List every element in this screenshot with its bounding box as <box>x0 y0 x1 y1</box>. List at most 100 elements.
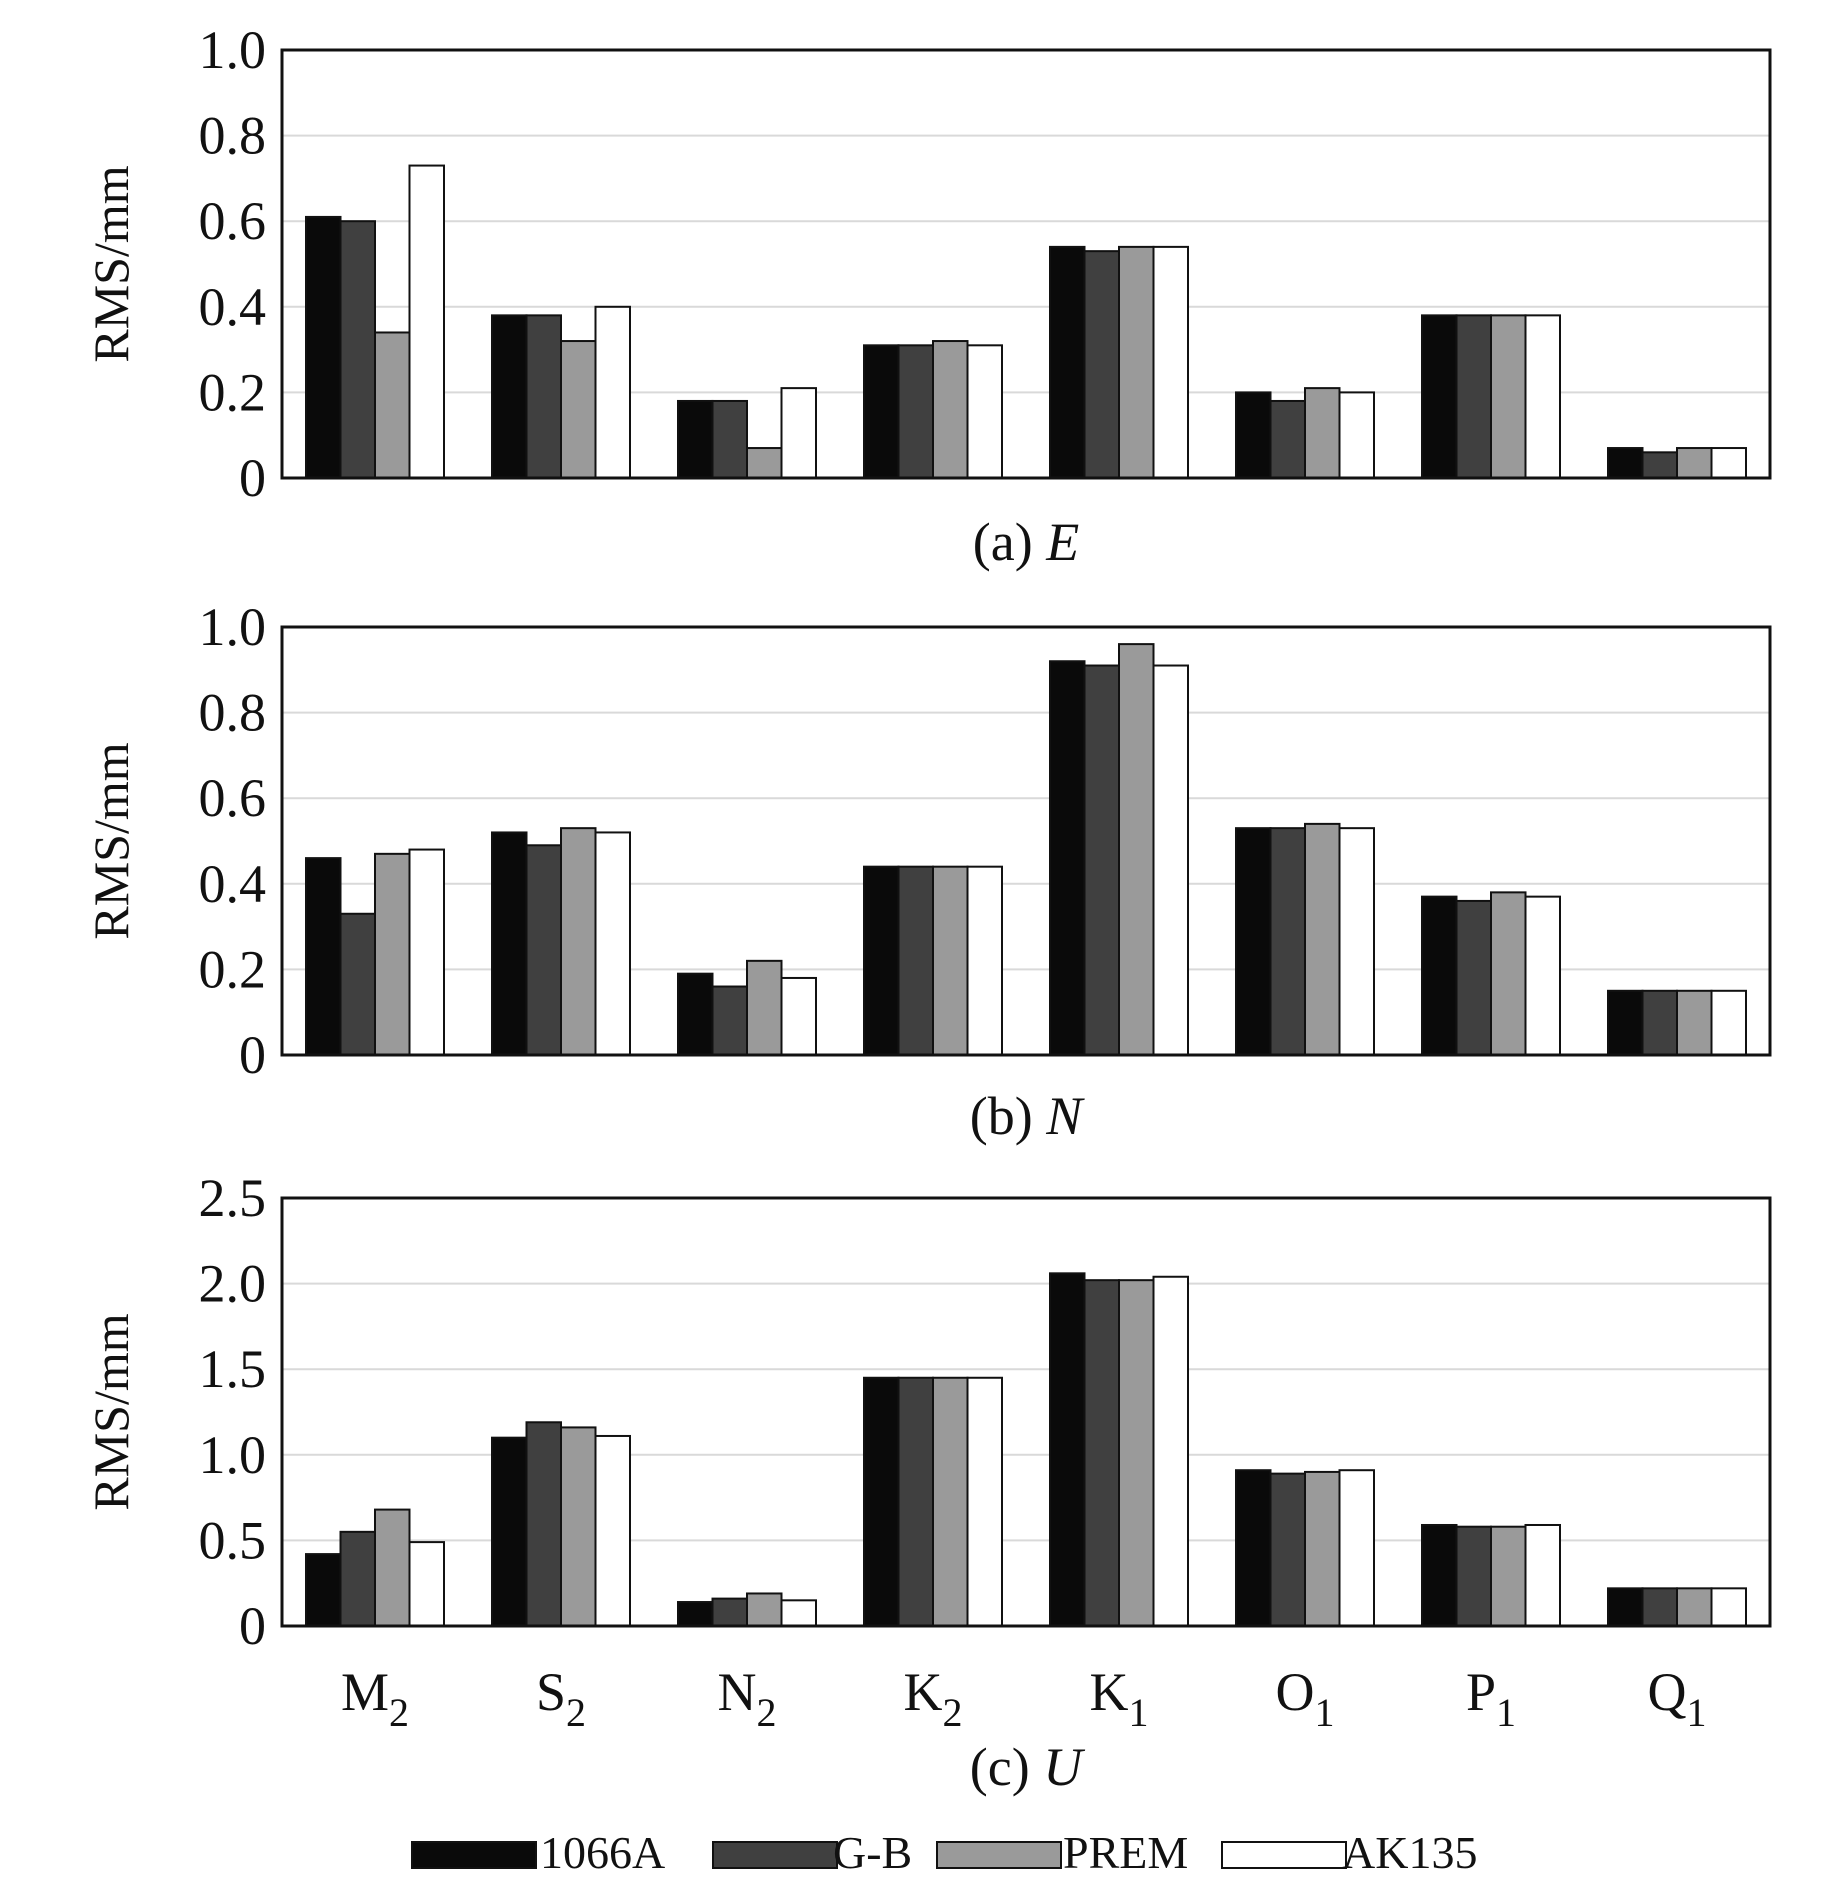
bar <box>677 1601 714 1627</box>
legend-label: AK135 <box>1342 1827 1477 1878</box>
bar <box>780 387 817 479</box>
bar <box>339 220 376 479</box>
x-tick-label: K2 <box>904 1662 963 1735</box>
bar <box>1338 1469 1375 1628</box>
bar <box>1641 989 1678 1056</box>
x-tick-label: P1 <box>1466 1662 1516 1735</box>
y-tick-label: 0 <box>239 1025 266 1085</box>
bar <box>525 1421 562 1627</box>
bar <box>897 865 934 1056</box>
bar <box>1710 989 1747 1056</box>
bar <box>746 447 783 480</box>
bar <box>677 399 714 479</box>
chart-panels: 0 0.2 0.4 0.6 0.8 1.0 RMS/mm (a) E 0 0.2 0.4 0.6 0.8… <box>83 20 1772 1797</box>
bar <box>1118 245 1155 479</box>
y-tick-label: 0 <box>239 1596 266 1656</box>
x-tick-label: S2 <box>536 1662 586 1735</box>
y-tick-label: 0.8 <box>199 683 267 743</box>
bar <box>966 1376 1003 1628</box>
bar <box>560 827 597 1056</box>
bar <box>1676 1587 1713 1628</box>
bar <box>374 852 411 1057</box>
y-tick-label: 2.5 <box>199 1168 267 1228</box>
legend: 1066A G-B PREM AK135 <box>411 1827 1477 1878</box>
x-tick-label: N2 <box>718 1662 777 1735</box>
y-tick-label: 0.6 <box>199 768 267 828</box>
bar <box>1421 314 1458 479</box>
bar <box>1235 391 1272 479</box>
bar <box>711 399 748 479</box>
bar <box>305 215 342 479</box>
bar <box>780 1599 817 1627</box>
bar <box>1490 314 1527 479</box>
y-tick-label: 0.6 <box>199 191 267 251</box>
plot-frame <box>280 625 1772 1057</box>
bar <box>594 1434 631 1628</box>
bar <box>897 1376 934 1628</box>
bar <box>1269 827 1306 1056</box>
bar <box>1524 314 1561 479</box>
bar <box>1524 895 1561 1057</box>
bar <box>491 314 528 479</box>
bar <box>1607 989 1644 1056</box>
legend-swatch <box>936 1841 1062 1869</box>
bar <box>1269 399 1306 479</box>
legend-label: 1066A <box>540 1827 665 1878</box>
bar <box>525 844 562 1057</box>
bar <box>1641 451 1678 480</box>
bar <box>1049 660 1086 1056</box>
y-axis-label: RMS/mm <box>83 742 139 939</box>
bar <box>1676 989 1713 1056</box>
bar <box>1235 1469 1272 1628</box>
bar <box>1455 899 1492 1056</box>
bar <box>408 1541 445 1628</box>
bar <box>374 331 411 480</box>
chart-panel: 0 0.5 1.0 1.5 2.0 2.5 RMS/mm M2 S2 N2 K2 K1 O1 P1 Q1 (c… <box>83 1168 1772 1797</box>
bar <box>1455 314 1492 479</box>
plot-frame <box>280 1196 1772 1628</box>
bar <box>525 314 562 479</box>
bar <box>374 1508 411 1627</box>
x-tick-label: Q1 <box>1648 1662 1707 1735</box>
bar <box>1152 245 1189 479</box>
bar <box>1455 1525 1492 1627</box>
bar <box>1304 387 1341 479</box>
panel-caption: (c) U <box>970 1737 1085 1797</box>
y-tick-label: 1.0 <box>199 597 267 657</box>
bar <box>1490 1525 1527 1627</box>
bar <box>932 340 969 480</box>
bar <box>339 1530 376 1627</box>
bar <box>1152 1275 1189 1627</box>
bar <box>1710 447 1747 480</box>
bar <box>780 976 817 1057</box>
bar <box>1083 664 1120 1057</box>
chart-panel: 0 0.2 0.4 0.6 0.8 1.0 RMS/mm (b) N <box>83 597 1772 1146</box>
bar <box>1421 1523 1458 1627</box>
bar <box>1304 1470 1341 1628</box>
bar <box>1304 822 1341 1056</box>
y-tick-label: 2.0 <box>199 1254 267 1314</box>
chart-panel: 0 0.2 0.4 0.6 0.8 1.0 RMS/mm (a) E <box>83 20 1772 572</box>
y-tick-label: 0.4 <box>199 277 267 337</box>
bar <box>1524 1523 1561 1627</box>
bar <box>1421 895 1458 1057</box>
bar <box>746 959 783 1057</box>
bar <box>594 305 631 479</box>
bar <box>560 1426 597 1627</box>
bar <box>339 912 376 1057</box>
bar <box>932 1376 969 1628</box>
bar <box>1049 1272 1086 1627</box>
bar <box>1338 391 1375 479</box>
legend-label: G-B <box>833 1827 912 1878</box>
x-tick-label: M2 <box>341 1662 409 1735</box>
y-tick-label: 0.8 <box>199 106 267 166</box>
y-tick-label: 0.4 <box>199 854 267 914</box>
bar <box>1083 250 1120 479</box>
bar <box>491 831 528 1056</box>
x-tick-label: K1 <box>1090 1662 1149 1735</box>
bar <box>408 164 445 479</box>
bar <box>897 344 934 479</box>
bar <box>711 1597 748 1628</box>
bar <box>1049 245 1086 479</box>
